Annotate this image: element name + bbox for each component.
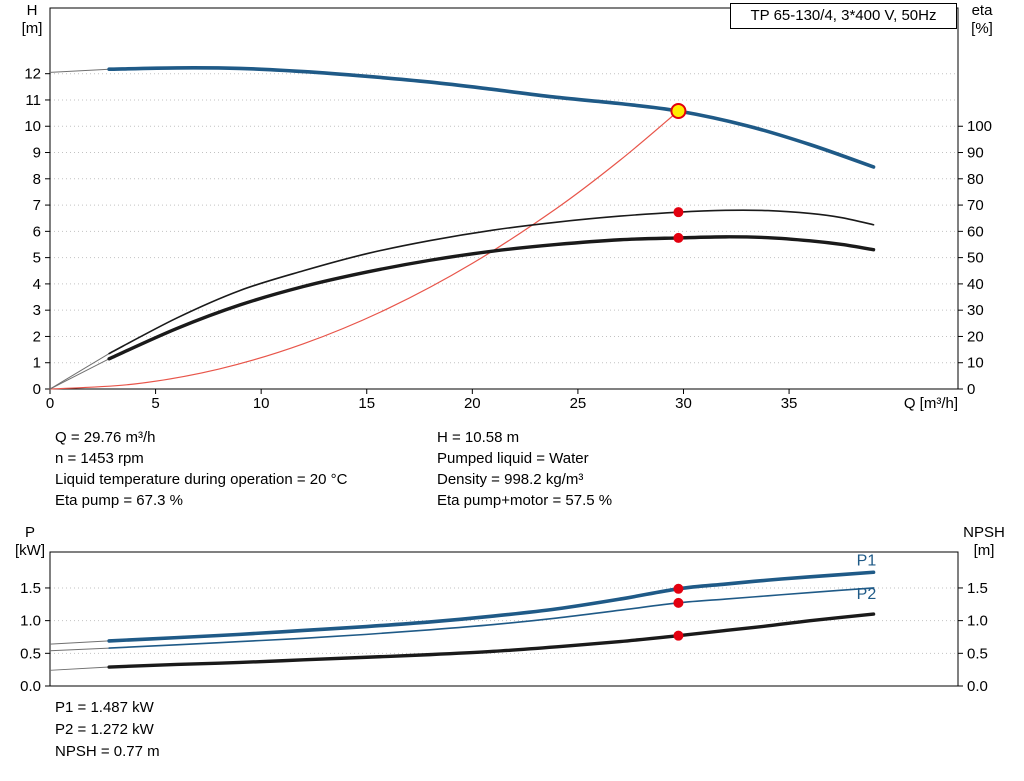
tick-label: 1 [33,355,41,372]
info-line-eta-pump-motor: Eta pump+motor = 57.5 % [437,492,613,509]
tick-label: 0 [967,381,975,398]
info-line-h: H = 10.58 m [437,429,520,446]
npsh-curve [107,612,876,669]
tick-label: 1.0 [967,613,988,630]
tick-label: 0.5 [967,645,988,662]
tick-label: 10 [253,395,270,412]
tick-label: 6 [33,223,41,240]
eta-pump-motor-point [673,232,684,243]
tick-label: 70 [967,197,984,214]
tick-label: 30 [967,302,984,319]
plot-frame [49,551,959,687]
tick-label: 100 [967,118,992,135]
info-line-p2: P2 = 1.272 kW [55,721,154,738]
tick-label: 0.0 [20,678,41,695]
pump-type-title: TP 65-130/4, 3*400 V, 50Hz [730,3,957,29]
tick-label: 90 [967,145,984,162]
operating-data-left: Q = 29.76 m³/h n = 1453 rpm Liquid tempe… [55,427,347,511]
info-line-q: Q = 29.76 m³/h [55,429,156,446]
tick-label: 35 [781,395,798,412]
tick-label: 12 [24,66,41,83]
p2-curve-label: P2 [857,586,877,603]
info-line-p1: P1 = 1.487 kW [55,699,154,716]
tick-label: 10 [24,118,41,135]
tick-label: 25 [570,395,587,412]
npsh-axis-label: NPSH [m] [963,524,1005,559]
tick-label: 0.5 [20,645,41,662]
eta-pump-curve [108,209,875,355]
info-line-density: Density = 998.2 kg/m³ [437,471,584,488]
tick-label: 11 [25,92,41,109]
p2-curve-lead [49,647,110,652]
p1-point [673,583,684,594]
tick-label: 8 [33,171,41,188]
tick-label: 2 [33,328,41,345]
tick-label: 7 [33,197,41,214]
qh-curve-lead [49,68,110,73]
info-line-npsh: NPSH = 0.77 m [55,743,160,760]
h-axis-label: H [m] [21,2,43,37]
plot-frame [49,7,959,390]
tick-label: 60 [967,223,984,240]
tick-label: 5 [151,395,159,412]
info-line-liquid-temp: Liquid temperature during operation = 20… [55,471,348,488]
tick-label: 20 [464,395,481,412]
p1-curve-lead [49,640,110,645]
tick-label: 5 [33,250,41,267]
duty-point [670,103,687,120]
eta-pump-motor-curve [107,235,876,361]
p1-curve [107,570,876,643]
npsh-point [673,630,684,641]
system-curve [49,110,680,390]
p-axis-label: P [kW] [15,524,45,559]
tick-label: 0.0 [967,678,988,695]
tick-label: 9 [33,145,41,162]
info-line-eta-pump: Eta pump = 67.3 % [55,492,183,509]
tick-label: 10 [967,355,984,372]
tick-label: 1.5 [967,580,988,597]
tick-label: 3 [33,302,41,319]
tick-label: 15 [358,395,375,412]
eta-pump-motor-curve-lead [49,358,110,390]
tick-label: 40 [967,276,984,293]
info-line-n: n = 1453 rpm [55,450,144,467]
eta-axis-label: eta [%] [971,2,993,37]
eta-pump-point [673,207,684,218]
power-data: P1 = 1.487 kW P2 = 1.272 kW NPSH = 0.77 … [55,697,160,763]
eta-pump-curve-lead [49,353,110,390]
p2-curve [108,587,875,649]
info-line-pumped-liquid: Pumped liquid = Water [437,450,589,467]
tick-label: 80 [967,171,984,188]
tick-label: 0 [46,395,54,412]
qh-curve [107,66,876,169]
p2-point [673,597,684,608]
tick-label: 1.0 [20,613,41,630]
tick-label: 0 [33,381,41,398]
operating-data-right: H = 10.58 m Pumped liquid = Water Densit… [437,427,612,511]
tick-label: 4 [33,276,41,293]
tick-label: 50 [967,250,984,267]
npsh-curve-lead [49,666,110,671]
tick-label: 30 [675,395,692,412]
tick-label: 1.5 [20,580,41,597]
x-axis-unit-label: Q [m³/h] [904,395,958,412]
tick-label: 20 [967,328,984,345]
p1-curve-label: P1 [857,553,877,570]
